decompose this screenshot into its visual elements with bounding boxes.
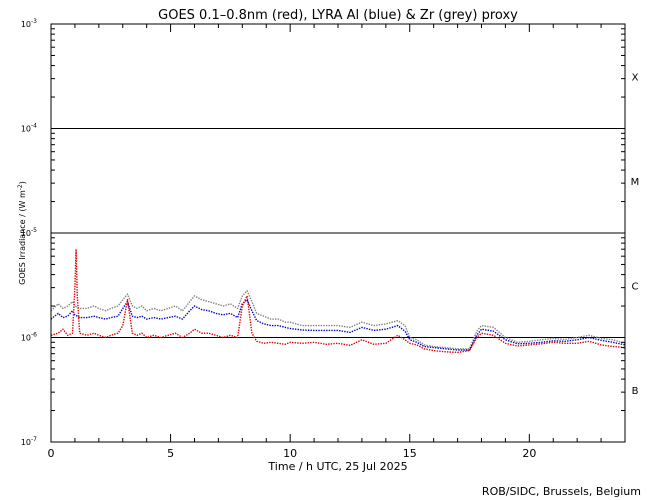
y-axis: 10-7 10-6 10-5 10-4 10-3	[21, 18, 625, 447]
y-axis-label-main: GOES Irradiance / (W m	[18, 190, 27, 285]
y-axis-label-sup: -2	[17, 184, 24, 190]
flare-class-label-c: C	[632, 281, 639, 292]
flare-class-label-m: M	[631, 177, 640, 188]
y-axis-label-end: )	[18, 181, 27, 184]
x-tick-label-0: 0	[48, 447, 55, 460]
y-tick-label-0: 10-7	[21, 436, 37, 447]
flare-class-label-b: B	[632, 386, 639, 397]
y-axis-label: GOES Irradiance / (W m-2)	[17, 181, 27, 285]
x-tick-label-2: 10	[283, 447, 297, 460]
flare-class-label-x: X	[632, 72, 639, 83]
chart-title: GOES 0.1–0.8nm (red), LYRA Al (blue) & Z…	[158, 8, 518, 23]
x-axis-label: Time / h UTC, 25 Jul 2025	[267, 460, 407, 473]
series-layer	[50, 248, 626, 354]
y-tick-label-1: 10-6	[21, 332, 37, 343]
x-tick-label-3: 15	[403, 447, 417, 460]
series-line-1	[50, 299, 626, 351]
series-line-0	[50, 290, 626, 350]
plot-area	[50, 23, 626, 443]
flare-class-labels: B C M X	[631, 72, 640, 397]
y-tick-label-2: 10-5	[21, 227, 37, 238]
x-tick-label-4: 20	[522, 447, 536, 460]
flare-class-lines	[51, 128, 625, 338]
series-line-2	[50, 248, 626, 354]
x-axis: 0 5 10 15 20	[48, 24, 602, 460]
y-tick-label-3: 10-4	[21, 123, 37, 134]
credit-text: ROB/SIDC, Brussels, Belgium	[482, 485, 641, 498]
y-tick-label-4: 10-3	[21, 18, 37, 29]
x-tick-label-1: 5	[167, 447, 174, 460]
